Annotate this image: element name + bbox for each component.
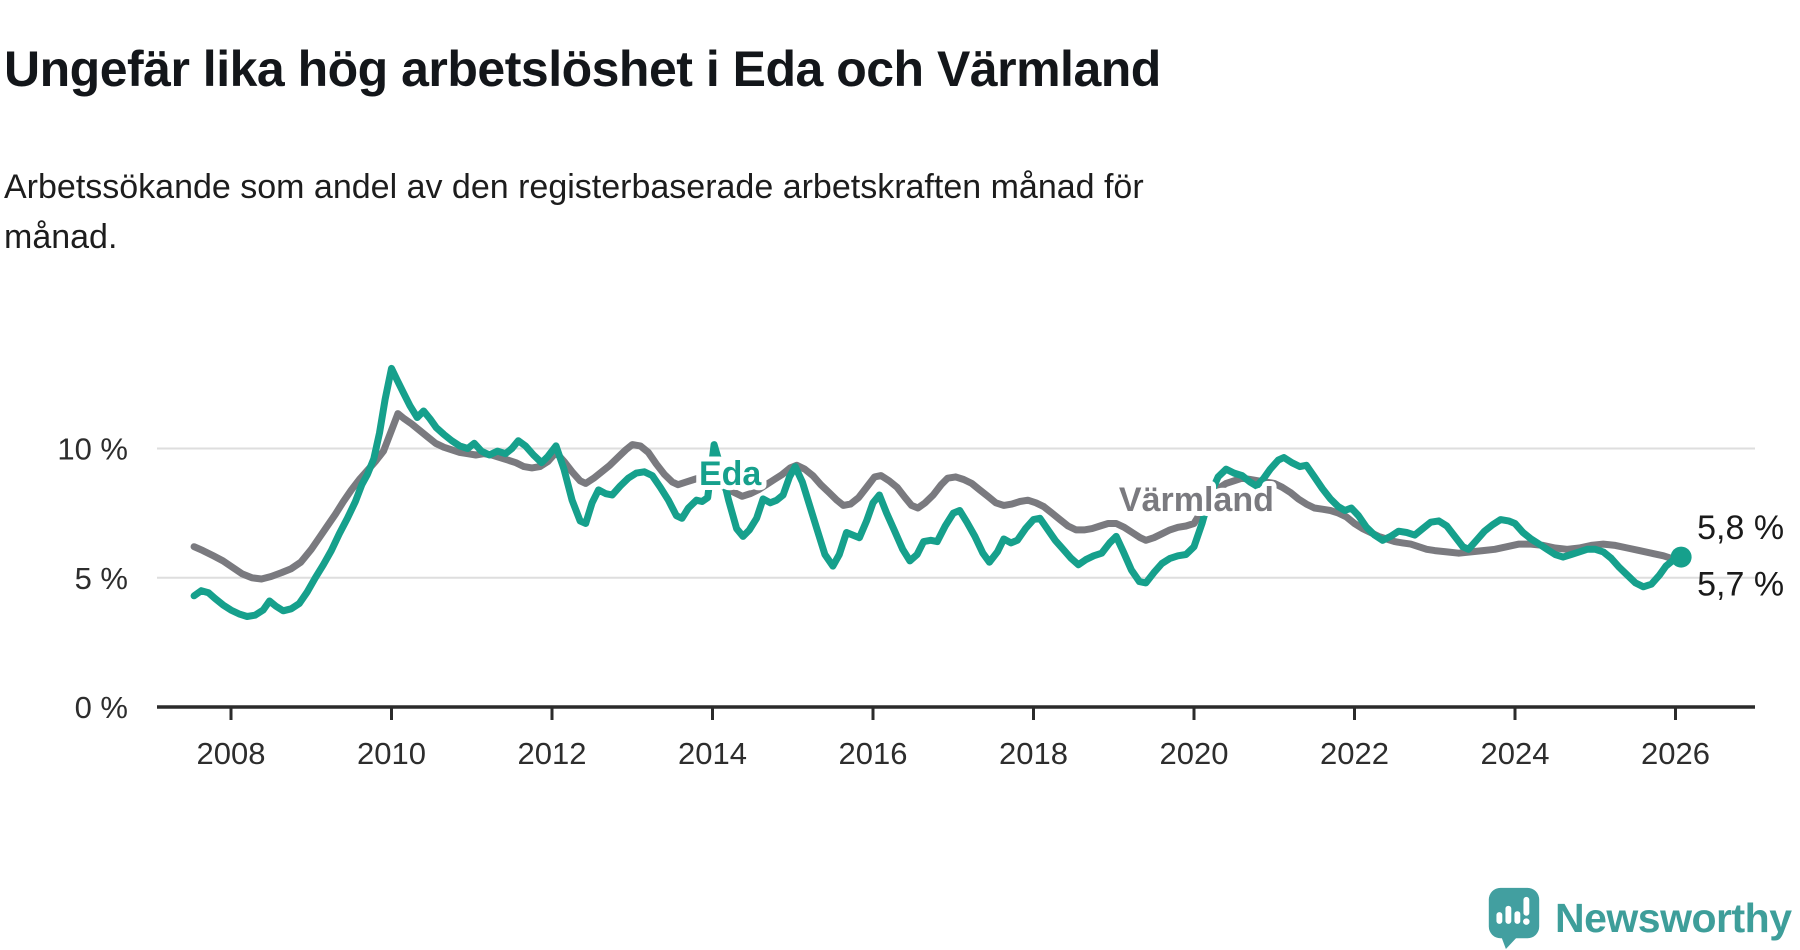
x-tick-label-2010: 2010 bbox=[357, 736, 426, 771]
eda-end-value-label: 5,8 % bbox=[1697, 509, 1784, 547]
värmland-series-label: Värmland bbox=[1119, 481, 1274, 519]
x-tick-label-2014: 2014 bbox=[678, 736, 747, 771]
eda-series-label: Eda bbox=[699, 455, 762, 493]
eda-line bbox=[190, 364, 1685, 620]
y-tick-label-10: 10 % bbox=[57, 432, 128, 467]
x-tick-label-2020: 2020 bbox=[1160, 736, 1229, 771]
värmland-end-value-label: 5,7 % bbox=[1697, 566, 1784, 604]
y-tick-label-0: 0 % bbox=[75, 690, 128, 725]
newsworthy-wordmark: Newsworthy bbox=[1555, 894, 1792, 941]
x-tick-label-2024: 2024 bbox=[1481, 736, 1550, 771]
y-tick-label-5: 5 % bbox=[75, 561, 128, 596]
newsworthy-logo-icon bbox=[1488, 887, 1540, 950]
x-tick-label-2018: 2018 bbox=[999, 736, 1068, 771]
x-tick-label-2022: 2022 bbox=[1320, 736, 1389, 771]
värmland-line bbox=[190, 410, 1685, 583]
page-subtitle: Arbetssökande som andel av den registerb… bbox=[4, 168, 1144, 256]
x-tick-label-2026: 2026 bbox=[1641, 736, 1710, 771]
x-tick-label-2012: 2012 bbox=[518, 736, 587, 771]
newsworthy-brand: Newsworthy bbox=[1487, 886, 1792, 950]
page-title: Ungefär lika hög arbetslöshet i Eda och … bbox=[4, 40, 1161, 97]
x-tick-label-2008: 2008 bbox=[197, 736, 266, 771]
eda-end-dot bbox=[1670, 546, 1692, 568]
x-tick-label-2016: 2016 bbox=[839, 736, 908, 771]
